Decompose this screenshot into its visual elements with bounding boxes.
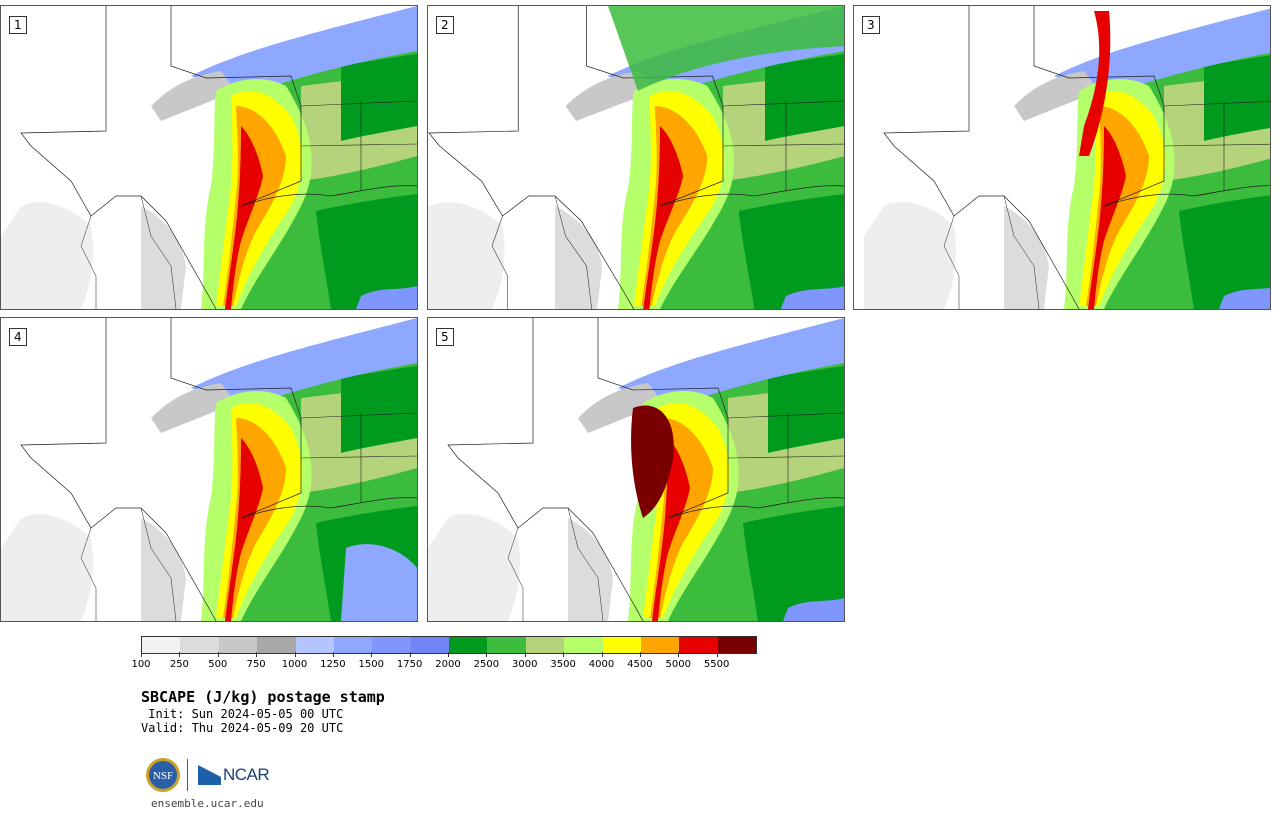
colorbar-tick-label: 4500 <box>627 659 653 670</box>
logo-divider <box>187 759 188 791</box>
colorbar-segment <box>602 637 641 653</box>
colorbar-tick-label: 2000 <box>435 659 461 670</box>
panel-label-1: 1 <box>9 16 27 34</box>
colorbar-tick <box>371 652 373 657</box>
sbcape-map-4 <box>1 318 417 621</box>
site-url: ensemble.ucar.edu <box>151 797 264 810</box>
colorbar-tick <box>678 652 680 657</box>
colorbar-segment <box>410 637 449 653</box>
colorbar-tick <box>639 652 641 657</box>
colorbar-segment <box>142 637 181 653</box>
init-time: Init: Sun 2024-05-05 00 UTC <box>141 707 344 721</box>
colorbar-segment <box>679 637 718 653</box>
colorbar-tick <box>601 652 603 657</box>
colorbar-tick <box>486 652 488 657</box>
colorbar-segment <box>640 637 680 653</box>
colorbar-tick <box>409 652 411 657</box>
colorbar-tick-label: 500 <box>208 659 228 670</box>
colorbar-segment <box>564 637 603 653</box>
ncar-logo-mark <box>198 765 221 785</box>
colorbar-segment <box>295 637 334 653</box>
valid-time: Valid: Thu 2024-05-09 20 UTC <box>141 721 344 735</box>
sbcape-colorbar <box>141 636 757 654</box>
sbcape-map-1 <box>1 6 417 309</box>
colorbar-tick-label: 750 <box>246 659 266 670</box>
colorbar-tick-label: 2500 <box>473 659 500 670</box>
colorbar-tick <box>294 652 296 657</box>
colorbar-segment <box>333 637 373 653</box>
colorbar-tick-labels: 100 250 500 750 1000 1250 1500 1750 2000 2500 3000… <box>131 652 755 672</box>
colorbar-segment <box>257 637 296 653</box>
panel-label-2: 2 <box>436 16 454 34</box>
ensemble-member-1-map: 1 <box>0 5 418 310</box>
colorbar-segment <box>372 637 411 653</box>
colorbar-tick-label: 3500 <box>550 659 576 670</box>
sbcape-map-3 <box>863 6 1270 309</box>
colorbar-segment <box>180 637 219 653</box>
colorbar-tick-label: 1250 <box>320 659 346 670</box>
colorbar-tick-label: 5000 <box>665 659 691 670</box>
ncar-logo-text: NCAR <box>223 765 270 784</box>
panel-label-4: 4 <box>9 328 27 346</box>
colorbar-tick <box>524 652 526 657</box>
sponsor-logos: NSF NCAR <box>145 757 285 793</box>
panel-label-3: 3 <box>862 16 880 34</box>
colorbar-segment <box>717 637 756 653</box>
colorbar-tick-label: 1500 <box>358 659 384 670</box>
colorbar-tick-label: 100 <box>131 659 151 670</box>
map-title: SBCAPE (J/kg) postage stamp <box>141 688 385 706</box>
colorbar-tick-label: 250 <box>169 659 189 670</box>
colorbar-tick <box>217 652 219 657</box>
panel-label-5: 5 <box>436 328 454 346</box>
colorbar-tick <box>179 652 181 657</box>
colorbar-tick-label: 1750 <box>396 659 423 670</box>
colorbar-tick-label: 1000 <box>281 659 308 670</box>
nsf-logo: NSF <box>146 758 180 792</box>
nsf-logo-text: NSF <box>153 770 173 782</box>
colorbar-segment <box>487 637 526 653</box>
colorbar-segment <box>218 637 258 653</box>
ensemble-member-3-map: 3 <box>853 5 1271 310</box>
ensemble-member-2-map: 2 <box>427 5 845 310</box>
colorbar-tick <box>448 652 449 657</box>
colorbar-tick-label: 3000 <box>512 659 538 670</box>
colorbar-segment <box>449 637 488 653</box>
colorbar-tick-label: 4000 <box>588 659 615 670</box>
sbcape-map-5 <box>428 318 844 621</box>
colorbar-tick <box>716 652 718 657</box>
ensemble-member-4-map: 4 <box>0 317 418 622</box>
colorbar-segment <box>525 637 565 653</box>
colorbar-tick <box>563 652 565 657</box>
colorbar-tick <box>256 652 258 657</box>
colorbar-tick-label: 5500 <box>703 659 730 670</box>
colorbar-tick <box>141 652 142 657</box>
sbcape-map-2 <box>428 6 844 309</box>
ensemble-member-5-map: 5 <box>427 317 845 622</box>
colorbar-tick <box>332 652 334 657</box>
